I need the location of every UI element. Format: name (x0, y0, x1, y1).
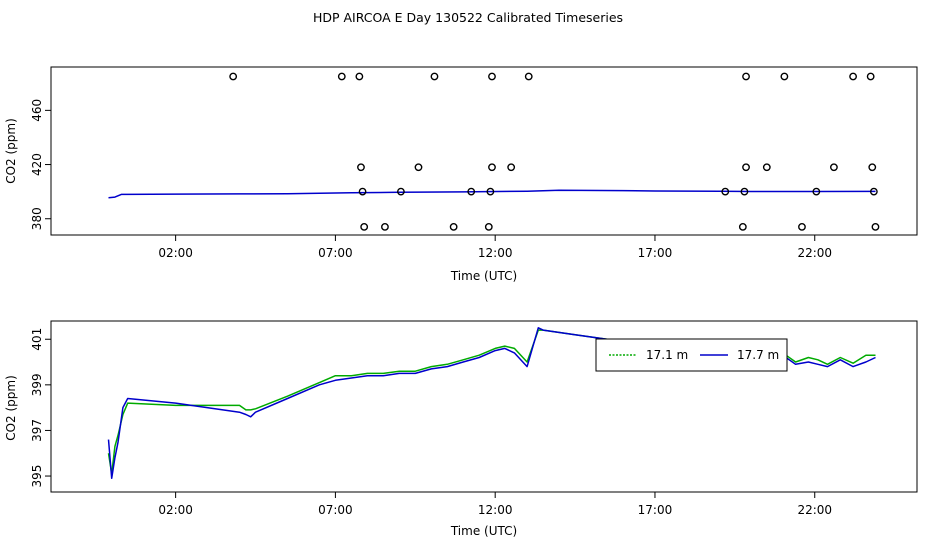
y-axis-label: CO2 (ppm) (4, 375, 18, 441)
data-point (812, 187, 821, 196)
y-axis-ticks: 395 397 399 401 (30, 328, 51, 488)
data-point (762, 163, 771, 172)
data-point (524, 72, 533, 81)
data-point (360, 222, 369, 231)
data-point (484, 222, 493, 231)
series-line (108, 189, 876, 199)
data-point (742, 163, 750, 172)
top-panel: 02:00 07:00 12:00 17:00 22:00 380 420 460 Time… (4, 66, 918, 283)
x-tick-label: 02:00 (158, 503, 193, 517)
data-point (871, 222, 880, 231)
x-axis-label: Time (UTC) (450, 524, 517, 538)
data-point (742, 72, 750, 81)
x-axis-ticks: 02:00 07:00 12:00 17:00 22:00 (158, 235, 832, 260)
data-point (849, 72, 857, 81)
data-point (467, 187, 476, 196)
chart-title: HDP AIRCOA E Day 130522 Calibrated Times… (313, 10, 623, 25)
legend-label-17-7m: 17.7 m (737, 348, 779, 362)
x-tick-label: 22:00 (797, 503, 832, 517)
data-point (488, 72, 496, 81)
plot-frame (50, 320, 918, 493)
data-point (355, 72, 364, 81)
y-tick-label: 401 (30, 328, 44, 351)
plot-frame (50, 66, 918, 236)
x-axis-label: Time (UTC) (450, 269, 517, 283)
data-point (229, 72, 238, 81)
y-tick-label: 397 (30, 419, 44, 442)
data-point (866, 72, 875, 81)
data-point (488, 163, 496, 172)
data-point (337, 72, 346, 81)
data-point (430, 72, 439, 81)
data-point (358, 187, 367, 196)
x-axis-ticks: 02:00 07:00 12:00 17:00 22:00 (158, 492, 832, 517)
y-tick-label: 395 (30, 465, 44, 488)
legend: 17.1 m 17.7 m (595, 338, 788, 372)
data-point (381, 222, 389, 231)
data-point (414, 163, 423, 172)
x-tick-label: 12:00 (478, 503, 513, 517)
data-point (830, 163, 838, 172)
data-point (357, 163, 365, 172)
data-point (868, 163, 877, 172)
plot-marks (108, 72, 880, 231)
data-point (869, 187, 878, 196)
y-axis-label: CO2 (ppm) (4, 118, 18, 184)
y-axis-ticks: 380 420 460 (30, 99, 51, 230)
y-tick-label: 380 (30, 207, 44, 230)
data-point (397, 187, 405, 196)
x-tick-label: 07:00 (318, 246, 353, 260)
data-point (780, 72, 789, 81)
y-tick-label: 460 (30, 99, 44, 122)
data-point (507, 163, 516, 172)
x-tick-label: 17:00 (638, 246, 673, 260)
x-tick-label: 17:00 (638, 503, 673, 517)
y-tick-label: 420 (30, 153, 44, 176)
x-tick-label: 22:00 (797, 246, 832, 260)
data-point (798, 222, 806, 231)
x-tick-label: 12:00 (478, 246, 513, 260)
legend-label-17-1m: 17.1 m (646, 348, 688, 362)
data-point (449, 222, 458, 231)
data-point (486, 187, 495, 196)
data-point (738, 222, 747, 231)
y-tick-label: 399 (30, 373, 44, 396)
x-tick-label: 02:00 (158, 246, 193, 260)
x-tick-label: 07:00 (318, 503, 353, 517)
bottom-panel: 02:00 07:00 12:00 17:00 22:00 395 397 399 401 T… (4, 320, 918, 538)
data-point (740, 187, 749, 196)
data-point (721, 187, 730, 196)
